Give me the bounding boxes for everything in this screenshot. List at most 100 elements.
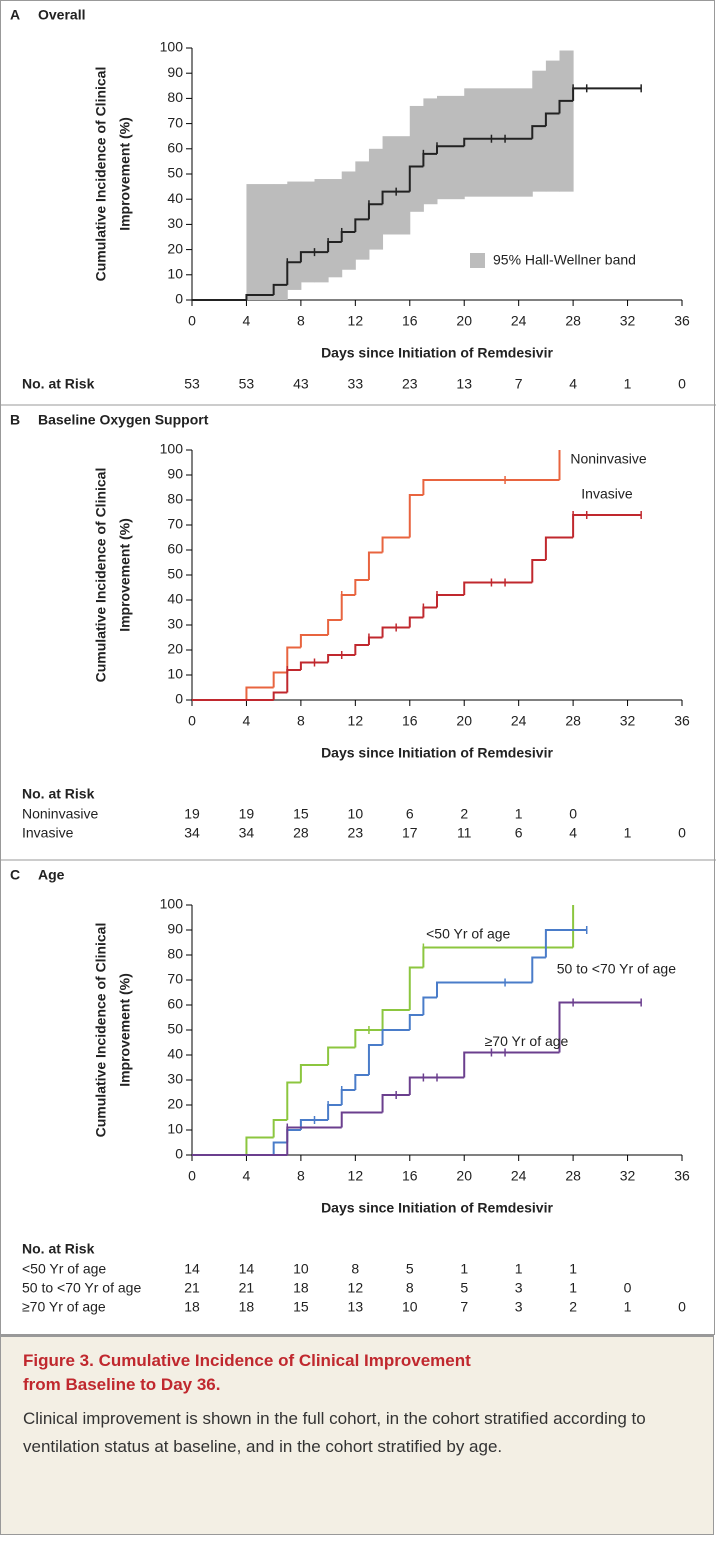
legend-label: 95% Hall-Wellner band (493, 252, 636, 268)
risk-count: 18 (239, 1299, 255, 1315)
step-segment (381, 626, 410, 638)
risk-count: 21 (239, 1280, 255, 1296)
risk-count: 1 (624, 825, 632, 841)
series-label: Noninvasive (570, 451, 646, 467)
risk-count: 1 (569, 1261, 577, 1277)
series-label: Invasive (581, 486, 633, 502)
y-tick-label: 70 (167, 114, 183, 130)
confidence-band (545, 60, 560, 192)
step-segment (463, 137, 533, 147)
x-tick-label: 36 (674, 1168, 690, 1184)
risk-count: 8 (351, 1261, 359, 1277)
risk-count: 53 (184, 376, 200, 392)
step-segment (531, 125, 546, 139)
risk-count: 7 (460, 1299, 468, 1315)
risk-count: 0 (678, 1299, 686, 1315)
confidence-band (246, 184, 275, 300)
risk-count: 5 (460, 1280, 468, 1296)
step-segment (408, 494, 424, 538)
x-tick-label: 0 (188, 1168, 196, 1184)
confidence-band (559, 50, 574, 192)
step-segment (572, 87, 642, 101)
y-tick-label: 0 (175, 691, 183, 707)
y-tick-label: 60 (167, 541, 183, 557)
risk-count: 3 (515, 1299, 523, 1315)
x-tick-label: 36 (674, 713, 690, 729)
x-tick-label: 32 (620, 713, 636, 729)
step-segment (340, 1111, 383, 1128)
x-tick-label: 20 (456, 1168, 472, 1184)
confidence-band (273, 184, 288, 300)
step-segment (408, 1014, 424, 1030)
y-axis-label: Improvement (%) (117, 117, 133, 231)
risk-count: 4 (569, 376, 577, 392)
step-segment (408, 1076, 465, 1095)
series-label: 50 to <70 Yr of age (557, 961, 676, 977)
step-segment (327, 1046, 356, 1065)
series-label: <50 Yr of age (426, 926, 510, 942)
risk-count: 21 (184, 1280, 200, 1296)
step-segment (381, 1029, 410, 1045)
y-tick-label: 100 (160, 896, 184, 912)
y-tick-label: 0 (175, 291, 183, 307)
risk-count: 0 (569, 806, 577, 822)
series-label: ≥70 Yr of age (485, 1033, 569, 1049)
step-segment (299, 251, 329, 263)
step-segment (422, 946, 574, 968)
y-tick-label: 30 (167, 1071, 183, 1087)
risk-count: 23 (348, 825, 364, 841)
risk-count: 15 (293, 1299, 309, 1315)
x-tick-label: 24 (511, 313, 527, 329)
risk-count: 2 (460, 806, 468, 822)
confidence-band (287, 181, 302, 290)
step-segment (463, 581, 533, 595)
risk-count: 7 (515, 376, 523, 392)
risk-count: 14 (239, 1261, 255, 1277)
x-tick-label: 20 (456, 313, 472, 329)
step-segment (558, 99, 574, 114)
risk-table-title: No. at Risk (22, 1241, 95, 1257)
risk-table-title: No. at Risk (22, 376, 95, 392)
risk-count: 43 (293, 376, 309, 392)
y-tick-label: 50 (167, 1021, 183, 1037)
x-tick-label: 12 (348, 713, 364, 729)
risk-count: 5 (406, 1261, 414, 1277)
y-tick-label: 30 (167, 616, 183, 632)
caption-text: Clinical improvement is shown in the ful… (23, 1409, 646, 1456)
y-tick-label: 90 (167, 921, 183, 937)
y-tick-label: 70 (167, 971, 183, 987)
risk-row-label: 50 to <70 Yr of age (22, 1280, 141, 1296)
confidence-band (423, 98, 438, 205)
risk-count: 13 (456, 376, 472, 392)
risk-row-label: <50 Yr of age (22, 1261, 106, 1277)
step-segment (327, 619, 342, 635)
risk-count: 13 (348, 1299, 364, 1315)
risk-table-title: No. at Risk (22, 786, 95, 802)
step-segment (354, 644, 369, 655)
x-tick-label: 24 (511, 713, 527, 729)
risk-count: 19 (239, 806, 255, 822)
x-tick-label: 16 (402, 713, 418, 729)
step-segment (381, 1094, 410, 1113)
x-tick-label: 20 (456, 713, 472, 729)
risk-count: 1 (624, 1299, 632, 1315)
x-tick-label: 28 (565, 313, 581, 329)
step-segment (354, 1029, 383, 1048)
risk-count: 6 (515, 825, 523, 841)
panel-letter: A (10, 7, 20, 23)
x-tick-label: 8 (297, 713, 305, 729)
x-tick-label: 0 (188, 313, 196, 329)
confidence-band (382, 136, 411, 235)
step-segment (367, 1044, 383, 1075)
y-tick-label: 40 (167, 591, 183, 607)
x-tick-label: 28 (565, 1168, 581, 1184)
step-segment (572, 514, 642, 538)
confidence-band (328, 179, 343, 278)
step-segment (544, 112, 560, 127)
step-segment (354, 1074, 369, 1090)
risk-row-label: ≥70 Yr of age (22, 1299, 106, 1315)
risk-count: 19 (184, 806, 200, 822)
x-tick-label: 8 (297, 313, 305, 329)
step-segment (340, 1089, 356, 1105)
